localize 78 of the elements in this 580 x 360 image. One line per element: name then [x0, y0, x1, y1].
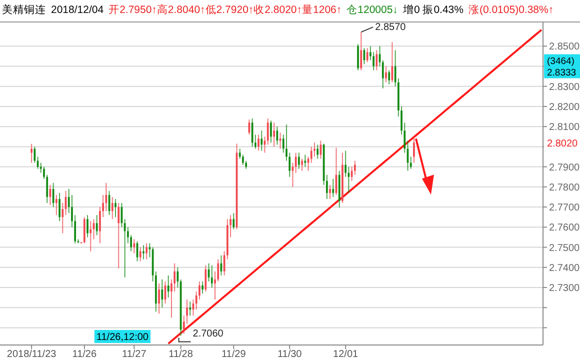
candlestick [204, 264, 207, 292]
candlestick [90, 220, 92, 252]
line-series [167, 28, 542, 345]
candlestick [301, 158, 303, 172]
candlestick [142, 244, 144, 260]
candlestick [118, 202, 120, 269]
text: 仓120005↓ [346, 4, 398, 16]
candlestick [366, 48, 368, 63]
text: 2.8333 [547, 68, 576, 79]
candlestick [83, 216, 86, 244]
y-tick-label: 2.7400 [549, 262, 580, 274]
candlestick [304, 154, 306, 168]
candlestick [62, 202, 64, 234]
candlestick [260, 130, 263, 152]
candlestick [316, 144, 319, 160]
candlestick [376, 50, 378, 71]
x-tick-label: 11/27 [122, 349, 147, 360]
x-tick-label: 11/26 [72, 349, 97, 360]
candlestick [266, 118, 269, 146]
text: (3464) [547, 56, 574, 68]
y-tick-label: 2.7700 [549, 202, 580, 214]
candlestick [55, 194, 58, 216]
candlestick [133, 238, 136, 254]
y-tick-label: 2.7500 [549, 242, 580, 254]
candlestick [34, 146, 36, 164]
annotation: 11/26,12:00 [96, 332, 149, 343]
candlestick [52, 182, 54, 208]
y-tick-label: 2.8500 [549, 42, 580, 53]
y-tick-label: 2.7600 [549, 222, 580, 234]
y-tick-label: 2.7300 [549, 282, 580, 294]
candlestick [273, 122, 275, 148]
y-tick-label: 2.8100 [549, 122, 580, 134]
x-tick-label: 11/30 [277, 349, 302, 360]
candlestick [298, 152, 300, 170]
candlestick [276, 126, 278, 146]
candlestick [161, 278, 164, 308]
text: 开2.7950↑高2.8040↑低2.7920↑收2.8020↑量1206↑ [108, 3, 342, 16]
candlestick [232, 212, 235, 230]
candlestick [294, 152, 297, 174]
candlestick [96, 214, 98, 236]
y-tick-label: 2.7900 [549, 162, 580, 174]
y-tick-label: 2.7800 [549, 182, 580, 194]
candlestick [146, 242, 148, 260]
candlestick [202, 280, 204, 294]
candlestick [413, 138, 415, 164]
chart-title: 美精铜连 [2, 3, 46, 16]
candlestick [385, 66, 387, 83]
annotation: 2.8020 [547, 138, 578, 150]
candlestick [210, 264, 213, 288]
candlestick [167, 274, 170, 298]
annotation: 2.7060 [192, 328, 224, 340]
text: 增0 振0.43% [402, 4, 464, 16]
x-tick-label: 12/01 [333, 349, 359, 360]
candlestick [329, 184, 331, 200]
x-tick-label: 11/29 [221, 349, 246, 360]
y-tick-label: 2.8200 [549, 102, 580, 113]
candlestick [86, 214, 88, 238]
candlestick [158, 282, 160, 314]
annotation: 2.8570 [375, 22, 406, 34]
candlestick [388, 70, 390, 85]
x-tick-label: 11/28 [168, 349, 194, 360]
candlestick [258, 134, 260, 152]
x-tick-label: 2018/11/23 [6, 349, 57, 360]
candlestick [357, 44, 359, 71]
candlestick [332, 178, 334, 198]
candlestick [189, 301, 192, 316]
candlestick [139, 246, 142, 262]
text: 涨(0.0105)0.38%↑ [468, 4, 554, 16]
candlestick [114, 198, 116, 218]
candlestick [58, 192, 60, 222]
candlestick [270, 120, 272, 144]
candlestick [111, 196, 114, 220]
candlestick [124, 218, 126, 278]
chart-subtitle: 2018/12/04 [51, 4, 104, 16]
candlestick [30, 143, 32, 164]
candlestick [360, 32, 362, 71]
y-tick-label: 2.8300 [549, 82, 580, 93]
candlestick [176, 266, 179, 288]
